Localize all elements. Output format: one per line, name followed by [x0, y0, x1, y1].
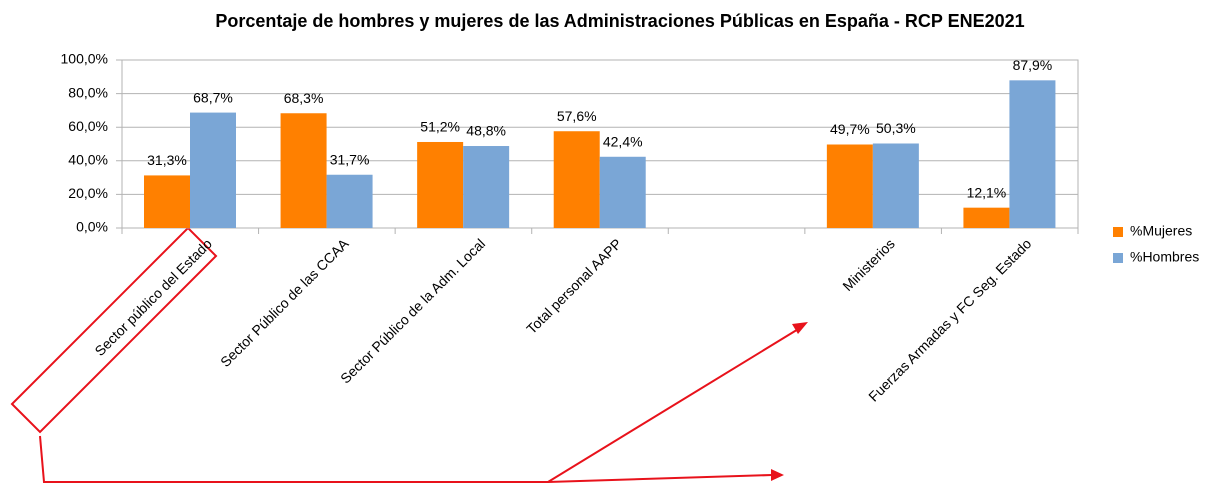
- arrowhead: [771, 469, 784, 481]
- data-label: 12,1%: [967, 184, 1007, 200]
- y-tick-label: 80,0%: [68, 84, 108, 100]
- y-tick-label: 40,0%: [68, 152, 108, 168]
- bar: [326, 174, 373, 228]
- data-label: 48,8%: [466, 123, 506, 139]
- legend-swatch: [1113, 253, 1123, 263]
- bar: [599, 156, 646, 228]
- bar: [463, 146, 510, 228]
- bar: [417, 141, 464, 228]
- legend-swatch: [1113, 227, 1123, 237]
- y-tick-label: 100,0%: [61, 51, 108, 67]
- bar: [190, 112, 236, 228]
- legend-label: %Hombres: [1130, 249, 1199, 265]
- bar: [144, 175, 190, 228]
- arrowheads: [771, 322, 808, 481]
- annotations: [10, 226, 801, 483]
- bar: [553, 131, 600, 228]
- arrow-line: [39, 327, 801, 483]
- chart-title: Porcentaje de hombres y mujeres de las A…: [215, 11, 1024, 31]
- bar: [963, 207, 1010, 228]
- y-tick-label: 0,0%: [76, 219, 108, 235]
- x-tick-label: Fuerzas Armadas y FC Seg. Estado: [865, 235, 1034, 404]
- data-label: 57,6%: [557, 108, 597, 124]
- y-tick-label: 60,0%: [68, 118, 108, 134]
- bar: [872, 143, 919, 228]
- data-label: 68,3%: [284, 90, 324, 106]
- bar: [280, 113, 327, 228]
- y-tick-label: 20,0%: [68, 185, 108, 201]
- data-label: 31,7%: [330, 151, 370, 167]
- x-tick-label: Total personal AAPP: [523, 235, 625, 337]
- arrow-line: [547, 474, 773, 483]
- bar: [1009, 80, 1056, 228]
- x-tick-label: Ministerios: [839, 235, 898, 294]
- data-label: 51,2%: [420, 119, 460, 135]
- x-tick-label: Sector Público de las CCAA: [217, 235, 352, 370]
- data-label: 42,4%: [603, 133, 643, 149]
- data-label: 31,3%: [147, 152, 187, 168]
- arrowhead: [792, 322, 808, 334]
- data-label: 68,7%: [193, 89, 233, 105]
- data-label: 50,3%: [876, 120, 916, 136]
- x-tick-label: Sector público del Estado: [91, 235, 215, 359]
- data-label: 87,9%: [1013, 57, 1053, 73]
- legend-label: %Mujeres: [1130, 223, 1192, 239]
- highlight-box: [10, 226, 218, 434]
- data-label: 49,7%: [830, 121, 870, 137]
- bar: [826, 144, 873, 228]
- x-tick-label: Sector Público de la Adm. Local: [337, 235, 488, 386]
